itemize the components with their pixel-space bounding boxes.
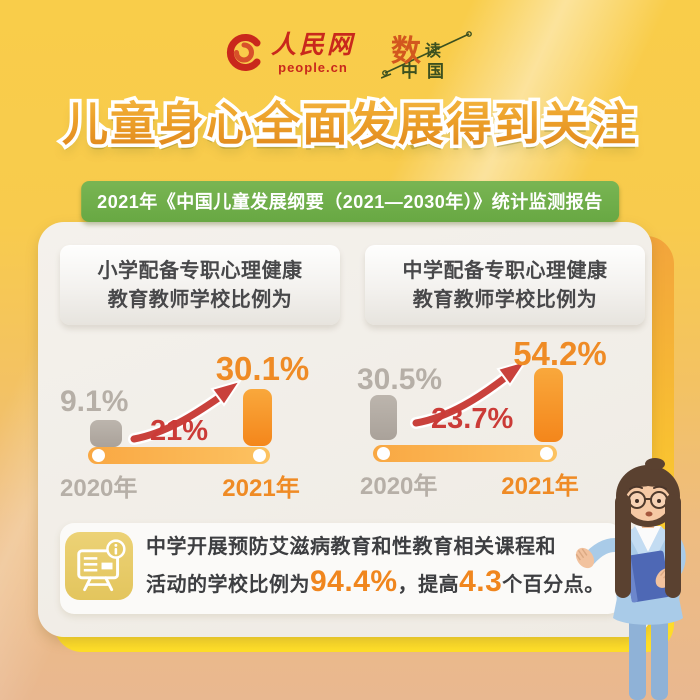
header-logos: 人民网 people.cn 数 读 中国	[0, 26, 700, 81]
delta-label: 21%	[150, 415, 209, 447]
peoples-daily-logo: 人民网 people.cn	[223, 32, 355, 74]
bar-2020	[90, 420, 122, 447]
teacher-illustration	[575, 458, 686, 700]
value-label-2021: 30.1%	[215, 350, 310, 387]
bar-chart-middle-school: 30.5% 23.7% 54.2% 2020年 2021年	[357, 335, 645, 517]
note-line2: 活动的学校比例为94.4%，提高4.3个百分点。	[146, 563, 618, 604]
axis-label-2020: 2020年	[60, 475, 138, 502]
timeline-track	[88, 447, 270, 464]
note-increase: 4.3	[459, 565, 503, 598]
shudu-char-du: 读	[425, 43, 442, 60]
people-logo-en: people.cn	[278, 59, 348, 75]
chart-header-line1: 小学配备专职心理健康	[97, 259, 303, 282]
timeline-track	[373, 445, 557, 462]
content-card: 小学配备专职心理健康 教育教师学校比例为 中学配备专职心理健康 教育教师学校比例…	[38, 222, 652, 637]
page-title-outline: 儿童身心全面发展得到关注	[0, 88, 700, 154]
note-line1: 中学开展预防艾滋病教育和性教育相关课程和	[146, 536, 556, 558]
shudu-zhongguo-logo: 数 读 中国	[381, 26, 477, 81]
note-text: 中学开展预防艾滋病教育和性教育相关课程和 活动的学校比例为94.4%，提高4.3…	[146, 532, 618, 604]
shudu-char-shu: 数	[391, 35, 421, 68]
shudu-chars-zhongguo: 中国	[401, 62, 453, 81]
page-title: 儿童身心全面发展得到关注 儿童身心全面发展得到关注	[0, 88, 700, 154]
chart-header-line2: 教育教师学校比例为	[412, 288, 598, 311]
presentation-board-icon	[65, 532, 133, 600]
axis-label-2020: 2020年	[360, 473, 438, 500]
bar-2021	[243, 389, 272, 446]
note-line2-pre: 活动的学校比例为	[146, 574, 310, 596]
axis-label-2021: 2021年	[222, 475, 300, 502]
bar-2020	[370, 395, 397, 440]
trend-line-icon	[381, 31, 472, 79]
axis-label-2021: 2021年	[501, 473, 579, 500]
bar-2021	[534, 368, 563, 442]
note-box: 中学开展预防艾滋病教育和性教育相关课程和 活动的学校比例为94.4%，提高4.3…	[60, 523, 622, 614]
report-banner: 2021年《中国儿童发展纲要（2021—2030年）》统计监测报告	[81, 181, 619, 222]
growth-arrow-icon	[128, 379, 243, 445]
bar-chart-primary-school: 9.1% 21% 30.1% 2020年 2021年	[60, 347, 340, 517]
note-percentage: 94.4%	[310, 565, 398, 598]
value-label-2020: 9.1%	[60, 385, 129, 418]
value-label-2021: 54.2%	[513, 335, 607, 372]
value-label-2020: 30.5%	[357, 363, 443, 396]
growth-arrow-icon	[410, 359, 529, 429]
delta-label: 23.7%	[431, 403, 514, 435]
chart-header-line2: 教育教师学校比例为	[107, 288, 293, 311]
note-line2-post: 个百分点。	[502, 574, 605, 596]
chart-header-line1: 中学配备专职心理健康	[402, 259, 608, 282]
note-line2-mid: ，提高	[397, 574, 460, 596]
people-swirl-icon	[226, 34, 261, 71]
people-logo-cn: 人民网	[270, 30, 355, 59]
chart-header-middle-school: 中学配备专职心理健康 教育教师学校比例为	[365, 245, 645, 325]
page-title-text: 儿童身心全面发展得到关注	[0, 88, 700, 154]
chart-header-primary-school: 小学配备专职心理健康 教育教师学校比例为	[60, 245, 340, 325]
